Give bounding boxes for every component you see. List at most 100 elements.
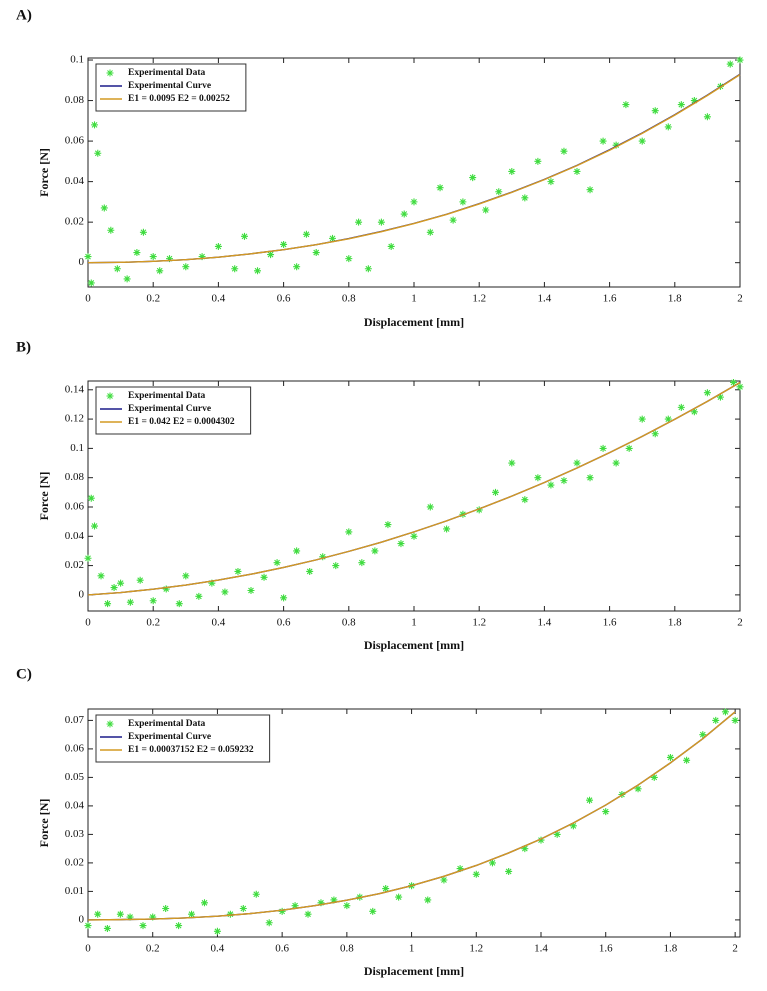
data-point	[397, 540, 405, 548]
data-point	[91, 121, 99, 129]
data-point	[508, 167, 516, 175]
data-point	[426, 228, 434, 236]
data-point	[329, 234, 336, 242]
x-tick-label: 0	[85, 293, 91, 305]
data-point	[456, 865, 464, 873]
data-point	[482, 206, 490, 214]
data-point	[651, 430, 659, 438]
data-point	[521, 194, 529, 202]
data-point	[573, 459, 581, 467]
data-point	[239, 905, 247, 912]
data-point	[736, 56, 744, 64]
y-tick-label: 0.14	[65, 383, 85, 395]
data-point	[91, 522, 99, 530]
data-point	[410, 532, 418, 540]
data-point	[123, 275, 131, 283]
data-point	[508, 459, 516, 467]
data-point	[107, 226, 115, 234]
data-point	[343, 902, 351, 910]
data-point	[139, 922, 147, 930]
legend-box	[95, 714, 271, 763]
data-point	[226, 910, 234, 918]
data-point	[293, 547, 301, 555]
data-point	[280, 240, 288, 248]
data-point	[345, 528, 353, 536]
data-point	[330, 896, 338, 904]
legend-label: Experimental Curve	[128, 81, 211, 91]
x-axis-label: Displacement [mm]	[364, 964, 464, 978]
x-tick-label: 0.8	[342, 617, 356, 629]
data-point	[586, 474, 594, 482]
x-tick-label: 1.8	[668, 617, 682, 629]
legend-box	[95, 63, 247, 112]
data-point	[149, 253, 157, 261]
x-tick-label: 2	[737, 293, 743, 305]
data-point	[716, 393, 724, 401]
y-tick-label: 0.01	[65, 885, 84, 897]
curve	[87, 74, 741, 264]
x-tick-label: 1	[411, 293, 417, 305]
x-axis-label: Displacement [mm]	[364, 315, 464, 329]
data-point	[560, 147, 568, 155]
data-point	[424, 896, 432, 904]
data-point	[703, 389, 711, 397]
data-point	[345, 255, 353, 263]
data-point	[369, 907, 377, 915]
data-point	[664, 123, 672, 131]
data-point	[103, 924, 111, 932]
data-point	[162, 905, 170, 912]
data-point	[166, 255, 173, 263]
data-point	[306, 567, 314, 575]
data-point	[94, 149, 102, 157]
data-point	[731, 716, 739, 724]
data-point	[547, 178, 555, 186]
legend-label: Experimental Curve	[128, 732, 211, 742]
data-point	[358, 559, 366, 567]
data-point	[200, 899, 208, 907]
data-point	[488, 859, 496, 867]
data-point	[553, 830, 561, 838]
y-tick-label: 0.05	[65, 771, 85, 783]
data-point	[133, 249, 141, 257]
data-point	[139, 228, 147, 236]
data-point	[291, 902, 299, 910]
data-point	[293, 263, 301, 271]
data-point	[136, 576, 144, 584]
data-point	[436, 184, 444, 192]
data-point	[573, 167, 581, 175]
x-tick-label: 1.8	[664, 943, 678, 955]
x-tick-label: 0.2	[146, 617, 160, 629]
data-point	[426, 503, 434, 511]
data-point	[208, 579, 216, 587]
y-tick-label: 0	[79, 913, 85, 925]
data-point	[569, 822, 577, 830]
data-point	[729, 378, 737, 386]
data-point	[690, 408, 698, 416]
data-point	[84, 922, 92, 930]
x-tick-label: 1.4	[534, 943, 548, 955]
data-point	[683, 756, 691, 764]
data-point	[364, 265, 372, 273]
x-tick-label: 1.2	[469, 943, 483, 955]
x-tick-label: 1.2	[472, 293, 486, 305]
plot-area	[84, 378, 744, 608]
plot-area	[84, 56, 744, 287]
data-point	[312, 249, 320, 257]
data-point	[182, 572, 190, 580]
legend-marker	[106, 392, 114, 400]
panel-label: B)	[16, 339, 31, 355]
data-point	[505, 867, 513, 875]
data-point	[84, 253, 92, 261]
legend-label: Experimental Curve	[128, 404, 211, 414]
data-point	[240, 232, 248, 240]
y-tick-label: 0.04	[65, 799, 85, 811]
y-tick-label: 0	[79, 256, 85, 268]
legend-label: E1 = 0.00037152 E2 = 0.059232	[128, 745, 254, 755]
data-point	[721, 708, 729, 716]
x-tick-label: 0.6	[277, 293, 291, 305]
data-point	[116, 910, 124, 918]
y-tick-label: 0.06	[65, 135, 85, 147]
legend-label: Experimental Data	[128, 719, 206, 729]
x-tick-label: 1.2	[472, 617, 486, 629]
